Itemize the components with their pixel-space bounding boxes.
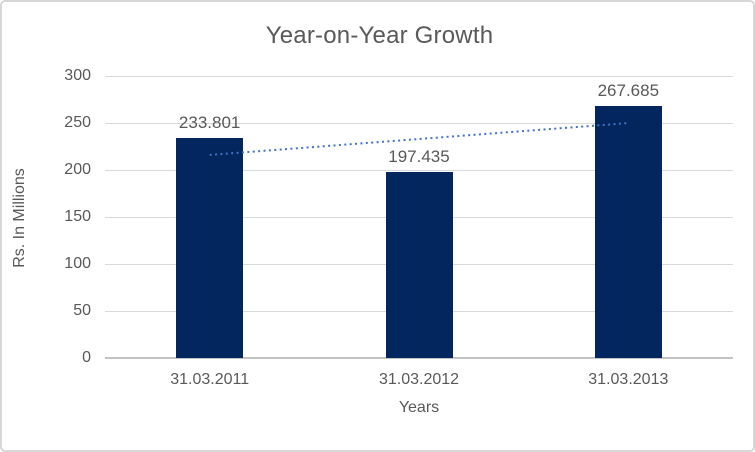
x-tick-label: 31.03.2013	[588, 371, 669, 388]
x-tick-label: 31.03.2012	[378, 371, 460, 388]
bar-31.03.2011	[176, 138, 244, 358]
chart-title: Year-on-Year Growth	[265, 22, 494, 49]
y-tick-label: 50	[73, 302, 91, 319]
y-tick-label: 100	[64, 255, 91, 272]
x-tick-label: 31.03.2011	[170, 371, 250, 388]
gridline	[105, 75, 733, 77]
y-tick-label: 150	[64, 208, 91, 225]
bar-31.03.2012	[385, 172, 453, 358]
y-tick-label: 0	[82, 349, 91, 366]
data-label: 233.801	[178, 113, 241, 133]
y-tick-label: 200	[64, 161, 91, 178]
x-axis-title: Years	[398, 399, 440, 416]
y-tick-label: 300	[64, 67, 91, 84]
data-label: 197.435	[388, 147, 450, 167]
y-tick-label: 250	[64, 114, 91, 131]
plot-area: 233.801 197.435 267.685	[105, 75, 733, 359]
gridline	[105, 169, 733, 171]
x-axis-line	[105, 357, 733, 359]
data-label: 267.685	[597, 81, 660, 101]
bar-31.03.2013	[594, 106, 662, 358]
